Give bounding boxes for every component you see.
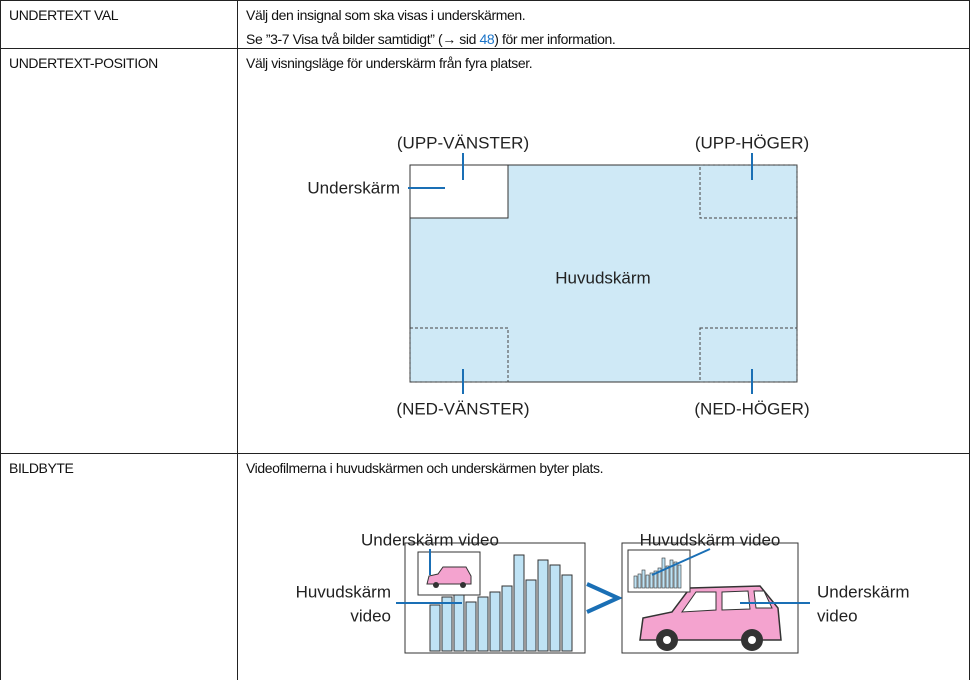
small-car xyxy=(426,566,472,588)
mini-bars xyxy=(633,557,682,589)
label: (UPP-VÄNSTER) xyxy=(397,133,529,152)
ref-text: Se ”3-7 Visa två bilder samtidigt” (→ si… xyxy=(246,31,480,47)
pointers xyxy=(408,153,753,394)
label: video xyxy=(817,606,858,625)
row-label: BILDBYTE xyxy=(9,460,74,476)
label: Huvudskärm xyxy=(296,582,391,601)
positions xyxy=(409,164,798,383)
desc: Välj den insignal som ska visas i unders… xyxy=(246,7,526,23)
ref-text: ) för mer information. xyxy=(494,31,616,47)
sub-screen xyxy=(409,164,509,219)
reference: Se ”3-7 Visa två bilder samtidigt” (→ si… xyxy=(246,27,961,51)
arrow xyxy=(586,582,623,614)
label: (NED-VÄNSTER) xyxy=(396,399,529,418)
bars xyxy=(429,554,573,652)
label: Underskärm video xyxy=(361,530,499,549)
label: (NED-HÖGER) xyxy=(694,399,809,418)
label: Underskärm xyxy=(307,178,400,197)
label: Underskärm xyxy=(817,582,910,601)
desc: Videofilmerna i huvudskärmen och undersk… xyxy=(246,460,604,476)
label: video xyxy=(350,606,391,625)
label: Huvudskärm xyxy=(555,268,650,287)
pointers xyxy=(396,548,810,604)
desc: Välj visningsläge för underskärm från fy… xyxy=(246,55,533,71)
page-link[interactable]: 48 xyxy=(479,31,495,47)
big-car xyxy=(639,585,782,651)
row-label: UNDERTEXT-POSITION xyxy=(9,55,158,71)
row-label: UNDERTEXT VAL xyxy=(9,7,119,23)
label: Huvudskärm video xyxy=(640,530,781,549)
label: (UPP-HÖGER) xyxy=(695,133,809,152)
